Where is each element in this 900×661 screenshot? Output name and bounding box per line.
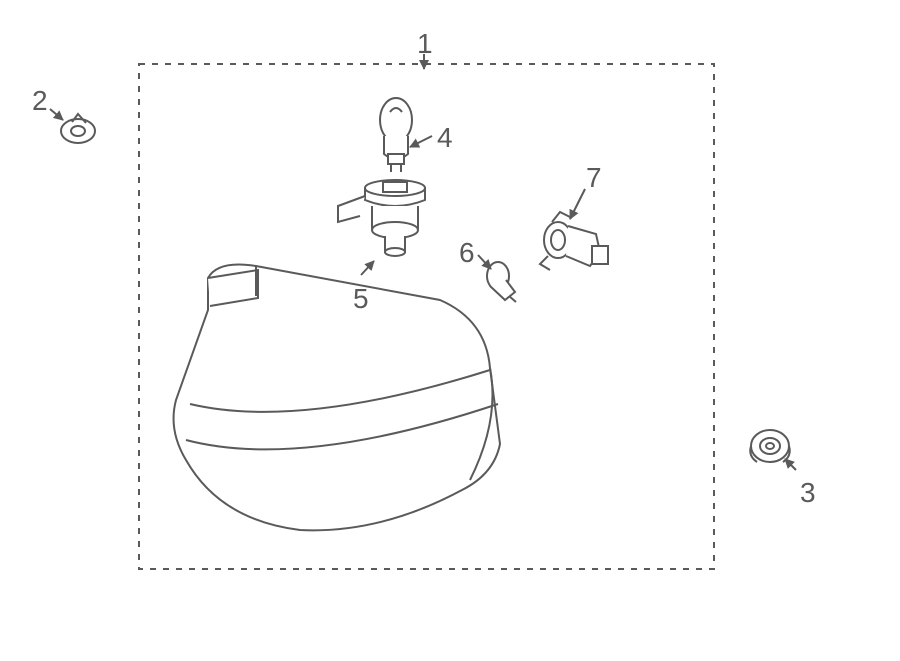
leader-4 [410,136,432,147]
callout-label-7: 7 [586,164,602,192]
leader-5 [361,261,374,275]
callout-label-3: 3 [800,479,816,507]
leader-7 [570,189,585,219]
callout-label-1: 1 [417,30,433,58]
callout-label-6: 6 [459,239,475,267]
grommet-small [61,114,95,143]
grommet-large [750,430,790,462]
socket-small [540,212,608,270]
tail-lamp-lens [174,265,500,531]
leader-2 [50,109,63,120]
callout-label-5: 5 [353,285,369,313]
callout-label-2: 2 [32,87,48,115]
bulb-large [380,98,412,172]
diagram-stage: 1 2 3 4 5 6 7 [0,0,900,661]
leader-3 [785,459,796,470]
socket-large [338,180,425,256]
leader-6 [478,255,491,269]
callout-label-4: 4 [437,124,453,152]
diagram-svg [0,0,900,661]
